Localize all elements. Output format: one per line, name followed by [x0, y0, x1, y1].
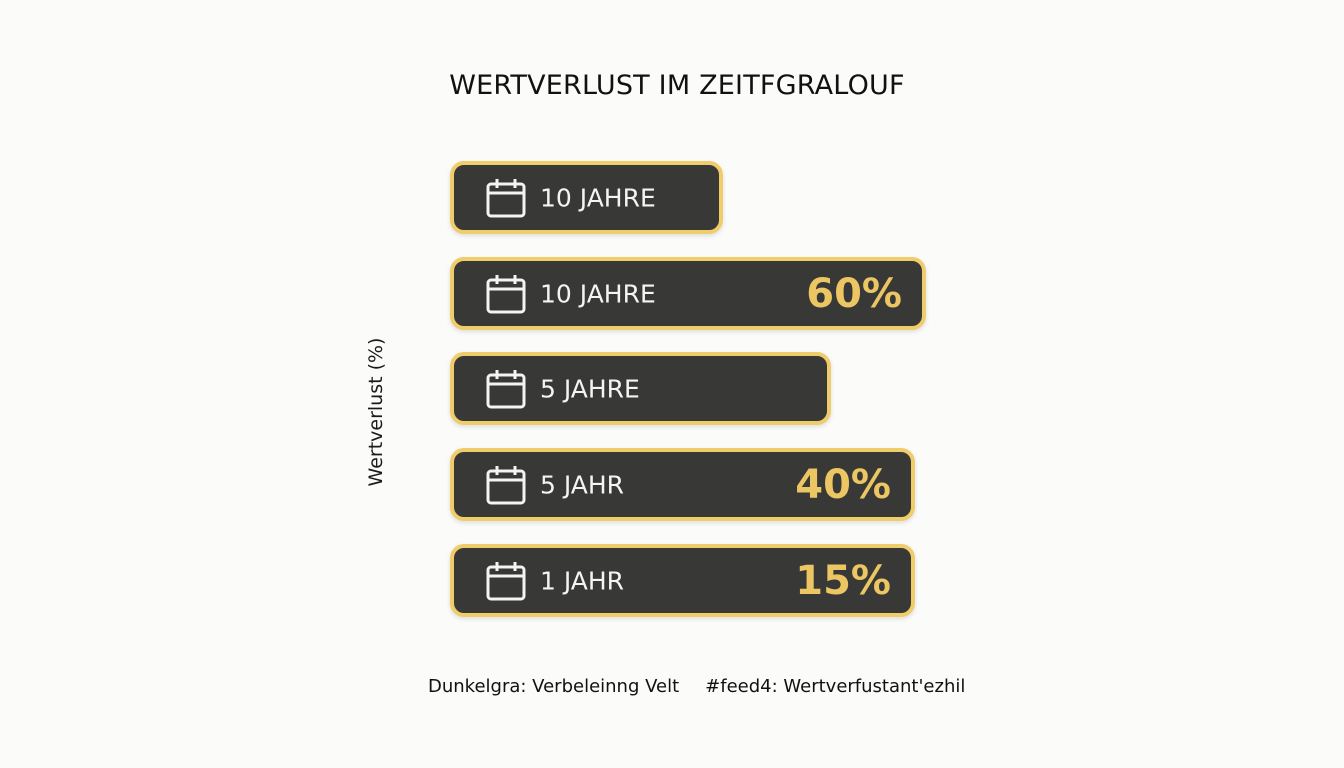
bar-label: 10 JAHRE — [540, 279, 656, 308]
bar-4: 1 JAHR 15% — [450, 544, 915, 617]
bar-1: 10 JAHRE 60% — [450, 257, 926, 330]
bar-label: 5 JAHR — [540, 470, 625, 499]
calendar-icon — [486, 465, 526, 504]
legend-item-gold: #feed4: Wertverfustant'ezhil — [705, 676, 966, 697]
bar-label: 1 JAHR — [540, 566, 625, 595]
bar-2: 5 JAHRE — [450, 352, 831, 425]
bar-value: 60% — [806, 270, 902, 317]
calendar-icon — [486, 178, 526, 217]
y-axis-label: Wertverlust (%) — [365, 337, 387, 487]
bar-value: 15% — [795, 557, 891, 604]
bar-label: 10 JAHRE — [540, 183, 656, 212]
chart-title: WERTVERLUST IM ZEITFGRALOUF — [449, 70, 905, 101]
bar-3: 5 JAHR 40% — [450, 448, 915, 521]
calendar-icon — [486, 369, 526, 408]
legend-item-dark: Dunkelgra: Verbeleinng Velt — [428, 676, 680, 697]
bar-value: 40% — [795, 461, 891, 508]
legend: Dunkelgra: Verbeleinng Velt #feed4: Wertv… — [428, 676, 965, 697]
bar-0: 10 JAHRE — [450, 161, 723, 234]
bar-label: 5 JAHRE — [540, 374, 640, 403]
calendar-icon — [486, 274, 526, 313]
calendar-icon — [486, 561, 526, 600]
